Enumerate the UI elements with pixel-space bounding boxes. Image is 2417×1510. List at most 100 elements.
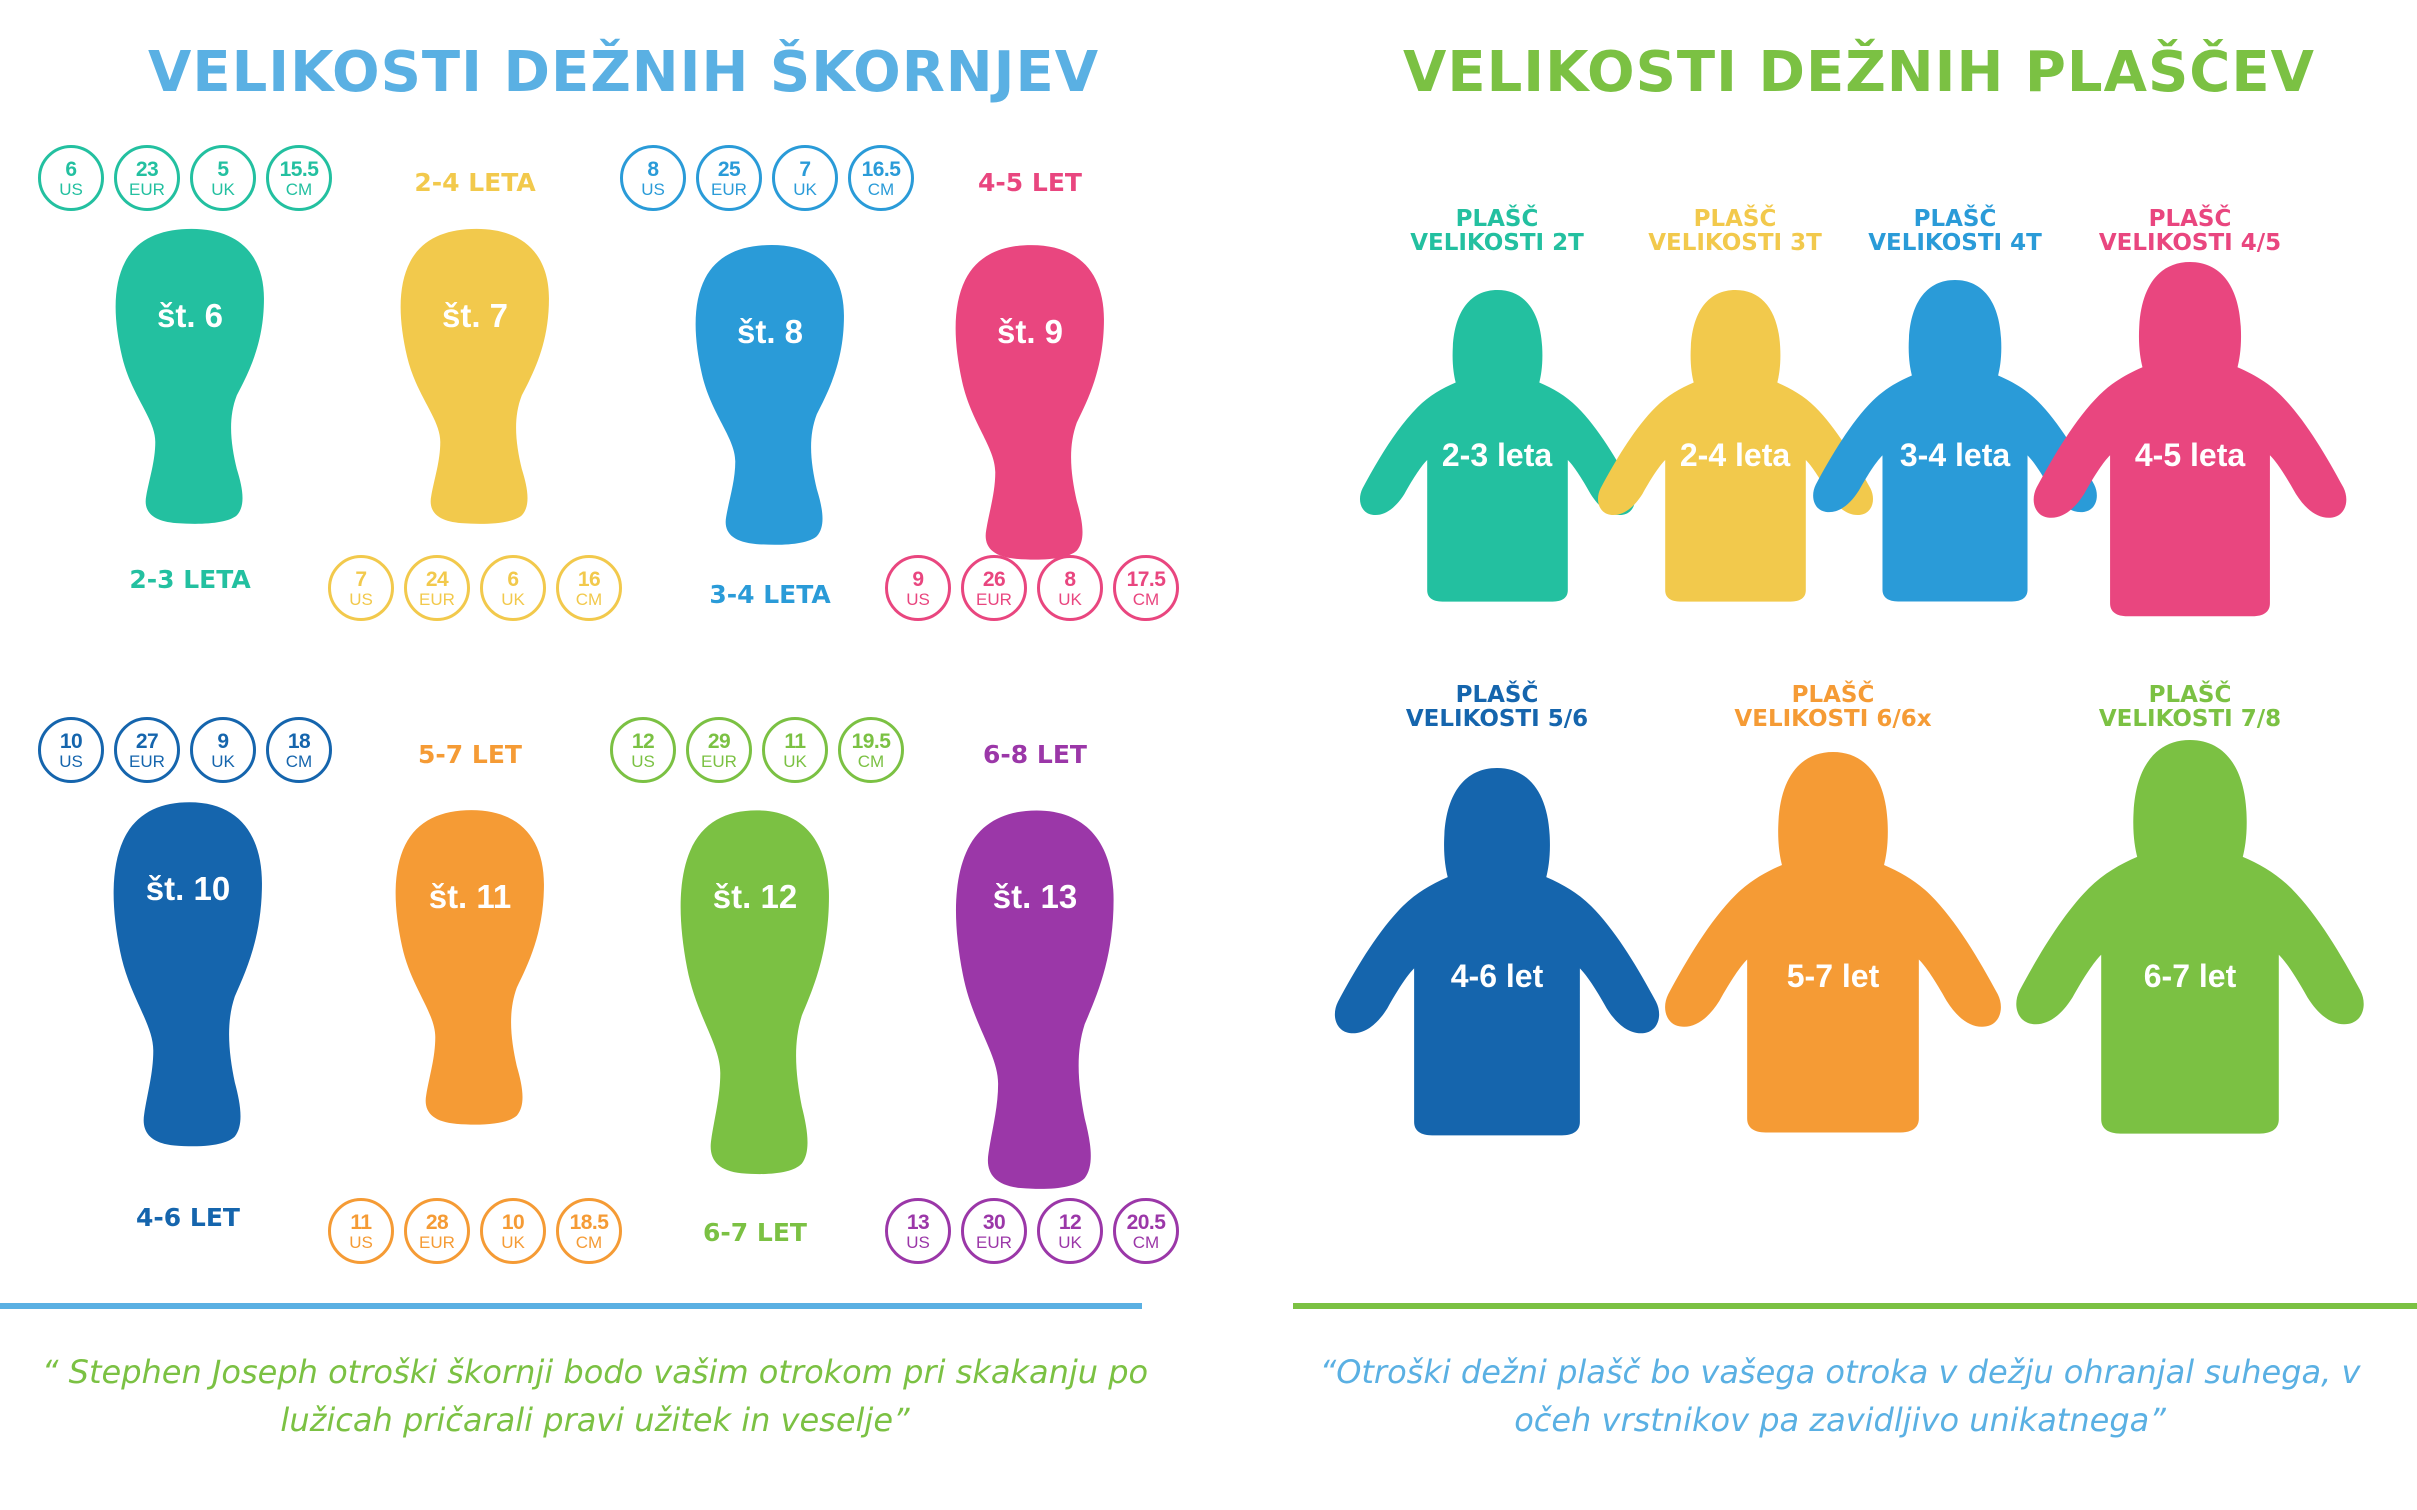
size-badge-value: 26 <box>982 567 1006 591</box>
coat-size-label: PLAŠČ VELIKOSTI 7/8 <box>2099 683 2281 731</box>
coat-label-line2: VELIKOSTI 4/5 <box>2098 230 2282 257</box>
size-badge-us: 9 US <box>885 555 951 621</box>
boot-age-label: 2-4 LETA <box>414 168 536 197</box>
size-badge-unit: CM <box>575 1232 603 1252</box>
boot-age-label: 6-8 LET <box>983 740 1087 769</box>
size-conversion-badges: 6 US 23 EUR 5 UK 15.5 CM <box>38 145 332 211</box>
size-badge-value: 6 <box>507 567 519 591</box>
size-badge-eur: 24 EUR <box>404 555 470 621</box>
boot-sole-7 <box>680 810 829 1175</box>
size-badge-value: 17.5 <box>1126 567 1166 591</box>
size-badge-unit: US <box>906 1232 930 1252</box>
size-badge-unit: EUR <box>711 179 747 199</box>
size-badge-unit: US <box>349 589 373 609</box>
size-badge-value: 27 <box>135 729 159 753</box>
coat-label-line2: VELIKOSTI 6/6x <box>1734 706 1932 733</box>
size-badge-unit: EUR <box>129 751 165 771</box>
size-badge-unit: UK <box>211 751 235 771</box>
coat-label-line2: VELIKOSTI 3T <box>1648 230 1822 257</box>
size-badge-eur: 27 EUR <box>114 717 180 783</box>
size-badge-cm: 16.5 CM <box>848 145 914 211</box>
size-conversion-badges: 9 US 26 EUR 8 UK 17.5 CM <box>885 555 1179 621</box>
size-badge-us: 7 US <box>328 555 394 621</box>
size-badge-cm: 20.5 CM <box>1113 1198 1179 1264</box>
boots-title: VELIKOSTI DEŽNIH ŠKORNJEV <box>148 40 1100 105</box>
coat-label-line2: VELIKOSTI 2T <box>1410 230 1584 257</box>
size-badge-value: 18.5 <box>569 1210 609 1234</box>
size-badge-unit: UK <box>1058 1232 1082 1252</box>
coat-label-line2: VELIKOSTI 4T <box>1868 230 2042 257</box>
coat-size-label: PLAŠČ VELIKOSTI 2T <box>1410 207 1584 255</box>
size-badge-value: 8 <box>1064 567 1076 591</box>
size-badge-value: 29 <box>707 729 731 753</box>
boot-size-label: št. 12 <box>712 878 798 915</box>
boot-age-label: 3-4 LETA <box>709 580 831 609</box>
coat-age-label: 3-4 leta <box>1899 437 2011 473</box>
size-conversion-badges: 10 US 27 EUR 9 UK 18 CM <box>38 717 332 783</box>
size-conversion-badges: 12 US 29 EUR 11 UK 19.5 CM <box>610 717 904 783</box>
size-badge-eur: 30 EUR <box>961 1198 1027 1264</box>
size-badge-unit: US <box>906 589 930 609</box>
size-badge-value: 18 <box>287 729 311 753</box>
boot-sole-4 <box>955 245 1104 560</box>
raincoat-5 <box>1334 768 1660 1136</box>
coat-age-label: 2-4 leta <box>1679 437 1791 473</box>
size-badge-value: 5 <box>217 157 229 181</box>
size-badge-value: 9 <box>217 729 229 753</box>
size-badge-unit: EUR <box>976 589 1012 609</box>
size-badge-unit: EUR <box>976 1232 1012 1252</box>
size-badge-value: 28 <box>425 1210 449 1234</box>
size-badge-uk: 9 UK <box>190 717 256 783</box>
size-badge-unit: US <box>59 751 83 771</box>
size-badge-value: 30 <box>982 1210 1006 1234</box>
raincoat-2 <box>1597 290 1873 602</box>
size-badge-eur: 28 EUR <box>404 1198 470 1264</box>
size-conversion-badges: 7 US 24 EUR 6 UK 16 CM <box>328 555 622 621</box>
coat-label-line1: PLAŠČ <box>1913 206 1997 232</box>
size-badge-unit: US <box>59 179 83 199</box>
size-badge-unit: CM <box>1132 589 1160 609</box>
boot-age-label: 2-3 LETA <box>129 565 251 594</box>
coat-label-line1: PLAŠČ <box>1455 682 1539 708</box>
coat-age-label: 4-5 leta <box>2134 437 2246 473</box>
size-badge-cm: 16 CM <box>556 555 622 621</box>
size-badge-us: 12 US <box>610 717 676 783</box>
size-badge-uk: 11 UK <box>762 717 828 783</box>
size-badge-eur: 29 EUR <box>686 717 752 783</box>
boot-age-label: 6-7 LET <box>703 1218 807 1247</box>
boot-sole-5 <box>113 802 262 1147</box>
size-badge-eur: 26 EUR <box>961 555 1027 621</box>
size-badge-value: 12 <box>631 729 655 753</box>
size-badge-cm: 18.5 CM <box>556 1198 622 1264</box>
size-badge-uk: 12 UK <box>1037 1198 1103 1264</box>
size-badge-value: 10 <box>59 729 83 753</box>
size-badge-unit: EUR <box>419 1232 455 1252</box>
boot-sole-6 <box>395 810 544 1125</box>
size-badge-value: 8 <box>647 157 659 181</box>
boot-size-label: št. 6 <box>156 297 224 334</box>
size-badge-value: 15.5 <box>279 157 319 181</box>
size-badge-us: 13 US <box>885 1198 951 1264</box>
coat-age-label: 2-3 leta <box>1441 437 1553 473</box>
coat-size-label: PLAŠČ VELIKOSTI 5/6 <box>1406 683 1588 731</box>
size-badge-unit: UK <box>783 751 807 771</box>
size-badge-unit: UK <box>501 589 525 609</box>
boots-divider <box>0 1303 1142 1309</box>
coat-size-label: PLAŠČ VELIKOSTI 4T <box>1868 207 2042 255</box>
boot-size-label: št. 9 <box>996 313 1064 350</box>
size-badge-unit: CM <box>285 751 313 771</box>
size-badge-value: 16.5 <box>861 157 901 181</box>
coat-label-line1: PLAŠČ <box>1693 206 1777 232</box>
coat-label-line2: VELIKOSTI 5/6 <box>1405 706 1589 733</box>
boot-size-label: št. 13 <box>992 878 1078 915</box>
boot-size-label: št. 10 <box>145 870 231 907</box>
coats-title: VELIKOSTI DEŽNIH PLAŠČEV <box>1403 40 2315 105</box>
size-badge-value: 16 <box>577 567 601 591</box>
size-badge-us: 10 US <box>38 717 104 783</box>
coats-divider <box>1293 1303 2417 1309</box>
raincoat-1 <box>1359 290 1635 602</box>
boot-age-label: 4-6 LET <box>136 1203 240 1232</box>
boot-sole-1 <box>115 228 264 524</box>
size-badge-unit: CM <box>867 179 895 199</box>
size-badge-unit: CM <box>285 179 313 199</box>
